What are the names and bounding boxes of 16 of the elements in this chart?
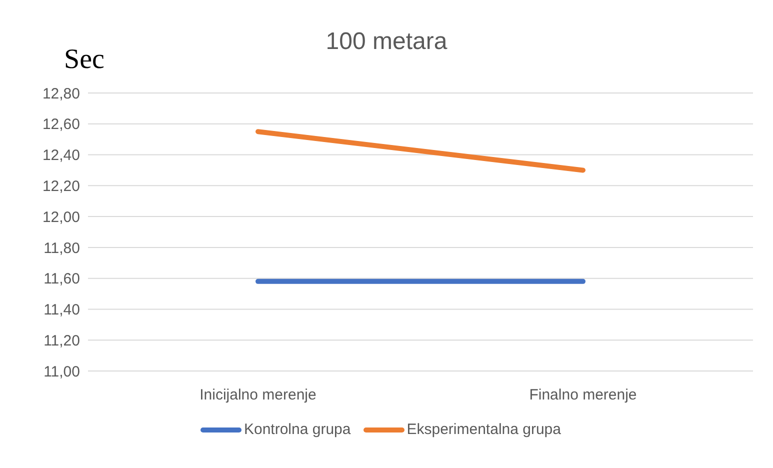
legend-label: Kontrolna grupa xyxy=(244,421,351,438)
chart-title: 100 metara xyxy=(326,28,448,55)
legend-label: Eksperimentalna grupa xyxy=(406,421,561,438)
y-tick-label: 12,00 xyxy=(42,208,80,226)
y-tick-label: 11,80 xyxy=(44,240,80,257)
x-tick-label: Finalno merenje xyxy=(529,386,637,404)
y-tick-label: 11,00 xyxy=(44,363,80,380)
y-tick-label: 11,40 xyxy=(44,302,80,319)
y-tick-label: 12,40 xyxy=(42,147,80,164)
y-tick-label: 11,60 xyxy=(44,270,80,288)
y-tick-label: 11,20 xyxy=(44,332,80,350)
y-tick-label: 12,20 xyxy=(42,178,80,195)
x-tick-label: Inicijalno merenje xyxy=(200,386,316,404)
y-axis-title: Sec xyxy=(64,44,104,76)
y-tick-label: 12,80 xyxy=(42,85,80,102)
y-tick-label: 12,60 xyxy=(42,116,80,134)
